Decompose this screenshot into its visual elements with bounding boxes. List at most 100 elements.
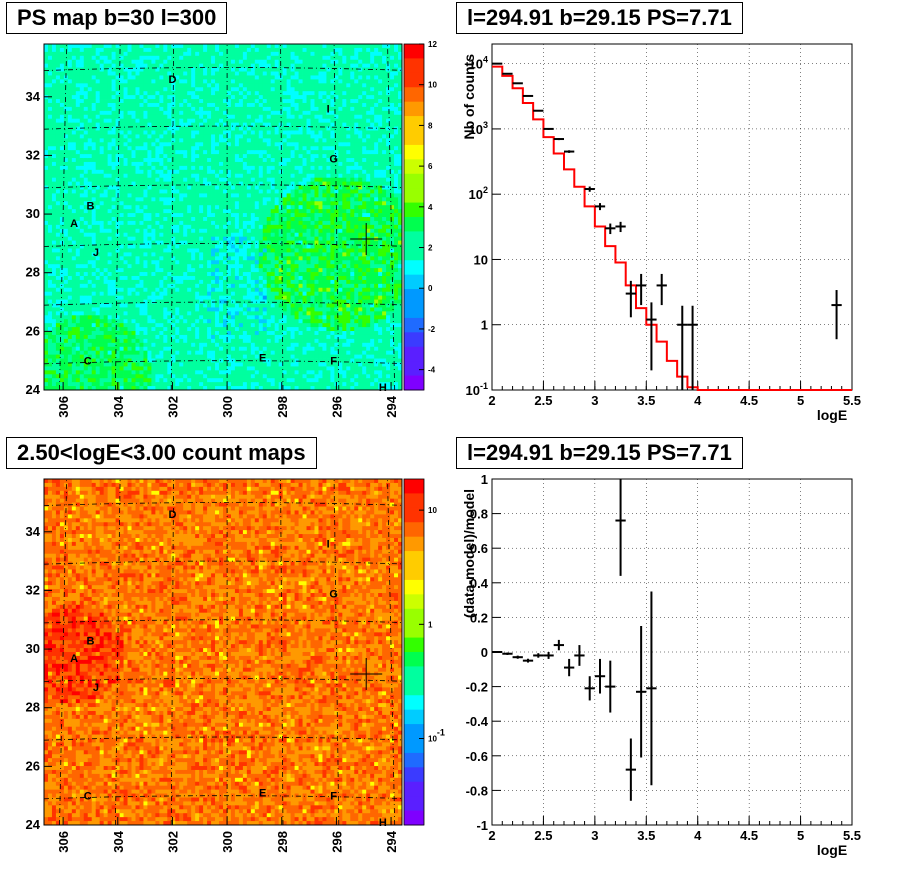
source-label-f: F	[330, 791, 337, 803]
map3-colorbar-bin	[404, 680, 424, 696]
map1-colorbar-bin	[404, 260, 424, 276]
plot2-xtick-label: 3	[591, 393, 598, 408]
map1-meridian	[170, 43, 174, 391]
map1-meridian	[333, 43, 340, 391]
map1-colorbar-frame	[403, 43, 425, 391]
source-label-i: I	[327, 104, 330, 116]
map1-ztick-label: 8	[428, 121, 433, 130]
map1-colorbar-bin	[404, 361, 424, 377]
source-label-e: E	[259, 353, 266, 365]
plot4-xtick-label: 5.5	[843, 828, 861, 843]
plot4-ytick-label: -0.2	[466, 680, 488, 695]
source-label-c: C	[84, 791, 92, 803]
map1-colorbar-bin	[404, 101, 424, 117]
map1-colorbar-bin	[404, 130, 424, 146]
map3-colorbar-frame	[403, 478, 425, 826]
source-label-g: G	[329, 153, 338, 165]
source-label-c: C	[84, 356, 92, 368]
source-label-b: B	[86, 200, 94, 212]
map3-meridian	[170, 478, 174, 826]
map3-colorbar-bin	[404, 781, 424, 797]
map1-colorbar-bin	[404, 144, 424, 160]
map1-xtick-label: 304	[111, 395, 126, 417]
map1-xtick-label: 298	[275, 396, 290, 418]
map1-colorbar-bin	[404, 87, 424, 103]
map1-ztick-label: -2	[428, 325, 436, 334]
plot4-ytick-label: -0.6	[466, 749, 488, 764]
map3-meridian	[59, 478, 67, 826]
map1-colorbar-bin	[404, 317, 424, 333]
panel4-title: l=294.91 b=29.15 PS=7.71	[456, 437, 743, 469]
map1-xtick-label: 300	[220, 396, 235, 418]
map1-ztick-label: 4	[428, 203, 433, 212]
map1-colorbar-bin	[404, 217, 424, 232]
map3-meridian	[115, 478, 121, 826]
map1-xtick-label: 302	[165, 396, 180, 418]
plot2-ytick-label: 103	[469, 120, 488, 137]
map3-ytick-label: 32	[26, 582, 40, 597]
map3-xtick-label: 298	[275, 831, 290, 853]
map3-colorbar-bin	[404, 493, 424, 509]
plot2-xtick-label: 5.5	[843, 393, 861, 408]
map1-colorbar-bin	[404, 303, 424, 319]
map1-ztick-label: 6	[428, 162, 433, 171]
map3-meridian	[387, 478, 396, 826]
map3-meridian	[333, 478, 340, 826]
plot2-xtick-label: 4	[694, 393, 702, 408]
plot4-xtick-label: 2	[488, 828, 495, 843]
map1-colorbar-bin	[404, 173, 424, 189]
plot2-frame	[491, 43, 853, 391]
map3-xtick-label: 304	[111, 830, 126, 852]
source-label-g: G	[329, 588, 338, 600]
map1-xtick-label: 296	[329, 396, 344, 418]
map3-ytick-label: 34	[26, 524, 41, 539]
map3-xtick-label: 294	[384, 830, 399, 852]
map1-ztick-label: -4	[428, 366, 436, 375]
plot4-ytick-label: -1	[476, 818, 488, 833]
map1-colorbar-bin	[404, 116, 424, 131]
panel3-title: 2.50<logE<3.00 count maps	[6, 437, 317, 469]
map3-colorbar-bin	[404, 709, 424, 725]
map1-colorbar-bin	[404, 245, 424, 261]
source-label-e: E	[259, 788, 266, 800]
plot4-xlabel: logE	[817, 842, 847, 858]
plot2-xlabel: logE	[817, 407, 847, 423]
plot4-xtick-label: 4.5	[740, 828, 758, 843]
map3-xtick-label: 300	[220, 831, 235, 853]
map3-colorbar-bin	[404, 522, 424, 538]
map3-colorbar-bin	[404, 767, 424, 783]
map1-ytick-label: 26	[26, 323, 40, 338]
map3-colorbar-bin	[404, 796, 424, 812]
map1-xtick-label: 306	[56, 396, 71, 418]
source-label-h: H	[379, 382, 387, 394]
model-step-line	[492, 65, 852, 391]
source-label-j: J	[93, 247, 99, 259]
source-label-f: F	[330, 356, 337, 368]
map1-ztick-label: 2	[428, 244, 433, 253]
map1-meridian	[387, 43, 396, 391]
map1-ztick-label: 12	[428, 40, 437, 49]
map3-xtick-label: 306	[56, 831, 71, 853]
plot4-ytick-label: -0.8	[466, 783, 488, 798]
map3-ytick-label: 30	[26, 641, 40, 656]
map3-colorbar-bin	[404, 536, 424, 552]
map1-colorbar-bin	[404, 375, 424, 391]
map3-colorbar-bin	[404, 507, 424, 523]
map3-frame	[43, 478, 403, 826]
map3-colorbar-bin	[404, 579, 424, 595]
plot2-ytick-label: 10-1	[466, 381, 488, 398]
map1-colorbar-bin	[404, 44, 424, 59]
source-label-a: A	[70, 218, 78, 230]
source-label-d: D	[168, 509, 176, 521]
plot2-xtick-label: 3.5	[637, 393, 655, 408]
map3-colorbar-bin	[404, 479, 424, 494]
map3-colorbar-bin	[404, 623, 424, 639]
map3-ztick-label: 10	[428, 506, 437, 515]
map1-ytick-label: 34	[26, 89, 41, 104]
map3-colorbar-bin	[404, 724, 424, 739]
map1-meridian	[280, 43, 284, 391]
map1-colorbar-bin	[404, 188, 424, 204]
plot4-xtick-label: 4	[694, 828, 702, 843]
map3-ztick-label: 1	[428, 620, 433, 629]
